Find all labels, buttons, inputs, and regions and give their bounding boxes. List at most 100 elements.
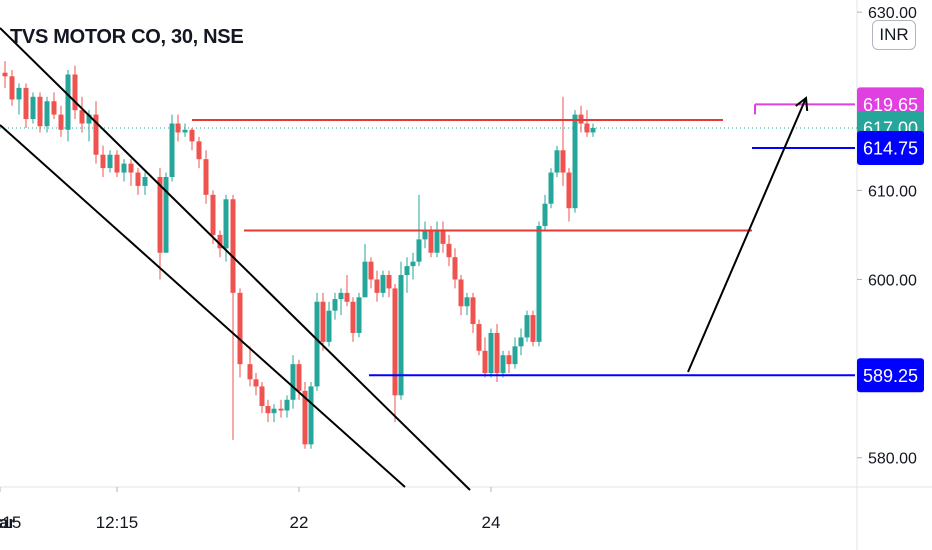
- candle: [9, 70, 15, 106]
- candle: [203, 150, 209, 204]
- candle: [554, 145, 560, 177]
- candle: [290, 355, 296, 409]
- channel-line-lower: [0, 124, 406, 488]
- candle: [37, 92, 43, 133]
- candle: [374, 270, 380, 302]
- candle: [398, 261, 404, 400]
- candle: [72, 65, 78, 120]
- candle: [440, 221, 446, 253]
- candle: [524, 310, 530, 342]
- candle: [476, 319, 482, 356]
- candle: [338, 288, 344, 316]
- candle: [368, 257, 374, 289]
- price-label: 614.75: [857, 131, 924, 166]
- candle: [23, 83, 29, 128]
- candle: [142, 172, 148, 195]
- candle: [548, 168, 554, 209]
- candle: [163, 172, 169, 253]
- candle: [210, 190, 216, 244]
- candle: [128, 159, 134, 186]
- candle: [320, 292, 326, 351]
- candle: [356, 292, 362, 338]
- candle: [189, 127, 195, 151]
- candle: [107, 150, 113, 173]
- y-tick-label: 630.00: [868, 5, 917, 22]
- candle: [482, 337, 488, 378]
- candle: [572, 110, 578, 213]
- candle: [380, 270, 386, 298]
- candle: [93, 101, 99, 164]
- svg-text:619.65: 619.65: [863, 95, 918, 115]
- candle: [590, 123, 596, 137]
- candle: [446, 234, 452, 267]
- x-tick-label: 12:15: [0, 513, 21, 532]
- x-tick-label: 12:15: [96, 513, 139, 532]
- candle: [247, 346, 253, 387]
- x-tick-label: Mar: [0, 513, 15, 532]
- y-tick-label: 610.00: [868, 183, 917, 200]
- candle: [488, 328, 494, 378]
- candle: [452, 248, 458, 289]
- candle: [51, 92, 57, 120]
- candle: [494, 324, 500, 382]
- candle: [44, 96, 50, 133]
- candle: [500, 350, 506, 378]
- candle: [253, 373, 259, 396]
- candle: [566, 168, 572, 222]
- candle: [404, 257, 410, 293]
- candle: [362, 243, 368, 298]
- candle: [506, 350, 512, 374]
- candle: [182, 123, 188, 137]
- candle: [284, 395, 290, 418]
- candle: [30, 92, 36, 124]
- candle: [308, 381, 314, 449]
- candle: [79, 96, 85, 133]
- y-tick-label: 600.00: [868, 272, 917, 289]
- candle: [542, 194, 548, 231]
- candle: [536, 221, 542, 347]
- candle: [230, 194, 236, 440]
- candle: [326, 301, 332, 347]
- candle: [314, 292, 320, 391]
- candle: [434, 221, 440, 258]
- candle: [169, 114, 175, 182]
- candle: [470, 292, 476, 333]
- candle: [464, 292, 470, 316]
- candle: [458, 275, 464, 316]
- candle: [259, 381, 265, 414]
- candle: [386, 270, 392, 298]
- y-tick-label: 580.00: [868, 451, 917, 468]
- price-label: 589.25: [857, 358, 924, 393]
- channel-line-upper: [0, 27, 471, 491]
- trend-arrow-head: [795, 96, 809, 112]
- candle: [135, 168, 141, 195]
- x-tick-label: 22: [290, 513, 309, 532]
- candle: [350, 297, 356, 342]
- candle: [196, 136, 202, 169]
- currency-button[interactable]: INR: [872, 20, 916, 50]
- candle: [2, 61, 8, 88]
- candle: [392, 283, 398, 423]
- candle: [530, 310, 536, 347]
- candle: [344, 275, 350, 307]
- candle: [265, 399, 271, 423]
- candle: [16, 83, 22, 115]
- svg-text:589.25: 589.25: [863, 366, 918, 386]
- candle: [518, 328, 524, 356]
- candle: [410, 252, 416, 280]
- candle: [121, 159, 127, 182]
- candle: [278, 399, 284, 418]
- chart-title: TVS MOTOR CO, 30, NSE: [10, 26, 244, 48]
- candle: [100, 145, 106, 177]
- candle: [58, 105, 64, 137]
- svg-text:614.75: 614.75: [863, 139, 918, 159]
- candle: [560, 96, 566, 186]
- candle: [175, 114, 181, 142]
- candle: [65, 70, 71, 142]
- x-tick-label: 24: [482, 513, 501, 532]
- candle: [271, 404, 277, 423]
- candle: [422, 221, 428, 249]
- candle: [302, 381, 308, 449]
- trend-arrow-line: [687, 97, 807, 373]
